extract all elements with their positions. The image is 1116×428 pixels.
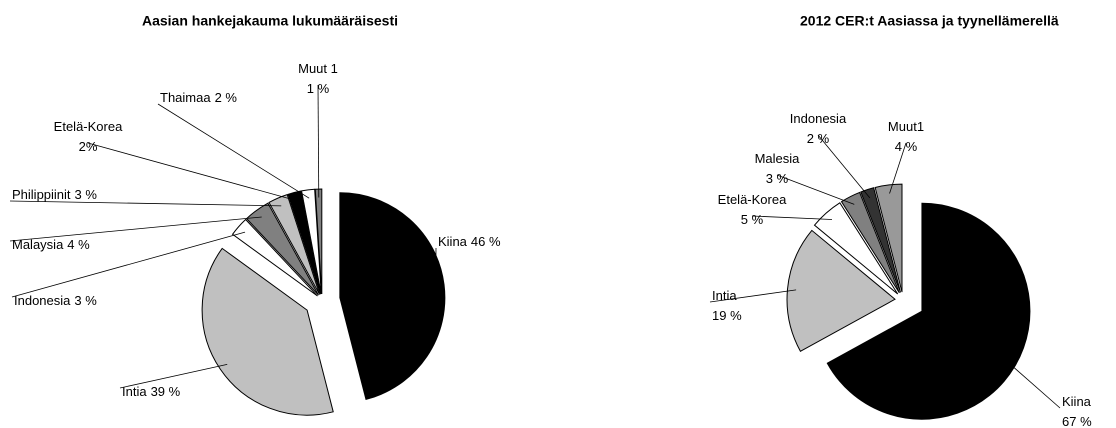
leader-line: [709, 289, 797, 303]
leader-line: [751, 215, 833, 220]
label-value: 5 %: [741, 212, 764, 227]
data-label: Kiina 67 %: [1062, 394, 1092, 428]
pie-slice: [268, 194, 321, 295]
label-category: Intia: [712, 288, 737, 303]
data-label: Intia 19 %: [712, 288, 742, 323]
leader-line: [87, 142, 297, 202]
pie-slice: [786, 229, 896, 352]
leader-line: [776, 174, 855, 205]
label-value: 2 %: [215, 90, 238, 105]
data-label: Malesia 3 %: [755, 151, 801, 186]
data-label: Indonesia 3 %: [14, 293, 97, 308]
data-label: Etelä-Korea 5 %: [718, 192, 787, 227]
label-category: Kiina: [438, 234, 468, 249]
label-category: Thaimaa: [160, 90, 211, 105]
pie-slice: [860, 187, 902, 293]
leader-line: [11, 231, 246, 298]
pie-slice: [287, 190, 321, 295]
leader-line: [119, 364, 228, 389]
label-category: Etelä-Korea: [54, 119, 123, 134]
data-label: Muut 1 1 %: [298, 61, 338, 96]
data-label: Etelä-Korea 2%: [54, 119, 123, 154]
label-value: 46 %: [471, 234, 501, 249]
leader-line: [317, 84, 320, 198]
data-label: Kiina 46 %: [438, 234, 501, 249]
label-value: 3 %: [74, 293, 97, 308]
label-value: 2%: [79, 139, 98, 154]
leader-line: [9, 200, 282, 207]
pie-slice: [231, 218, 318, 297]
label-value: 19 %: [712, 308, 742, 323]
data-label: Muut1 4 %: [888, 119, 924, 154]
label-category: Etelä-Korea: [718, 192, 787, 207]
chart-title: 2012 CER:t Aasiassa ja tyynellämerellä: [800, 13, 1059, 29]
label-category: Philippiinit: [12, 187, 71, 202]
label-category: Malesia: [755, 151, 801, 166]
data-label: Indonesia 2 %: [790, 111, 847, 146]
leader-line: [817, 134, 871, 199]
pie-slice: [300, 188, 322, 295]
label-category: Intia: [122, 384, 147, 399]
pie-slice: [840, 191, 900, 294]
label-category: Indonesia: [790, 111, 847, 126]
pie-slice: [813, 202, 899, 295]
chart-title: Aasian hankejakauma lukumääräisesti: [142, 13, 398, 29]
label-value: 39 %: [151, 384, 181, 399]
pie-slice: [826, 202, 1031, 420]
pie-slice: [339, 192, 446, 401]
label-value: 67 %: [1062, 414, 1092, 428]
label-category: Indonesia: [14, 293, 71, 308]
leader-line: [9, 216, 262, 242]
label-category: Muut 1: [298, 61, 338, 76]
pie-slice: [874, 183, 903, 293]
label-category: Muut1: [888, 119, 924, 134]
label-value: 3 %: [75, 187, 98, 202]
data-label: Intia 39 %: [122, 384, 181, 399]
leader-line: [157, 103, 310, 199]
data-label: Thaimaa 2 %: [160, 90, 237, 105]
label-category: Malaysia: [12, 237, 64, 252]
label-category: Kiina: [1062, 394, 1092, 409]
label-value: 4 %: [895, 139, 918, 154]
leader-line: [1007, 361, 1061, 409]
label-value: 2 %: [807, 131, 830, 146]
data-label: Malaysia 4 %: [12, 237, 90, 252]
data-label: Philippiinit 3 %: [12, 187, 97, 202]
label-value: 1 %: [307, 81, 330, 96]
leader-line: [889, 142, 907, 194]
label-value: 3 %: [766, 171, 789, 186]
label-value: 4 %: [67, 237, 90, 252]
pie-slice: [201, 247, 334, 416]
